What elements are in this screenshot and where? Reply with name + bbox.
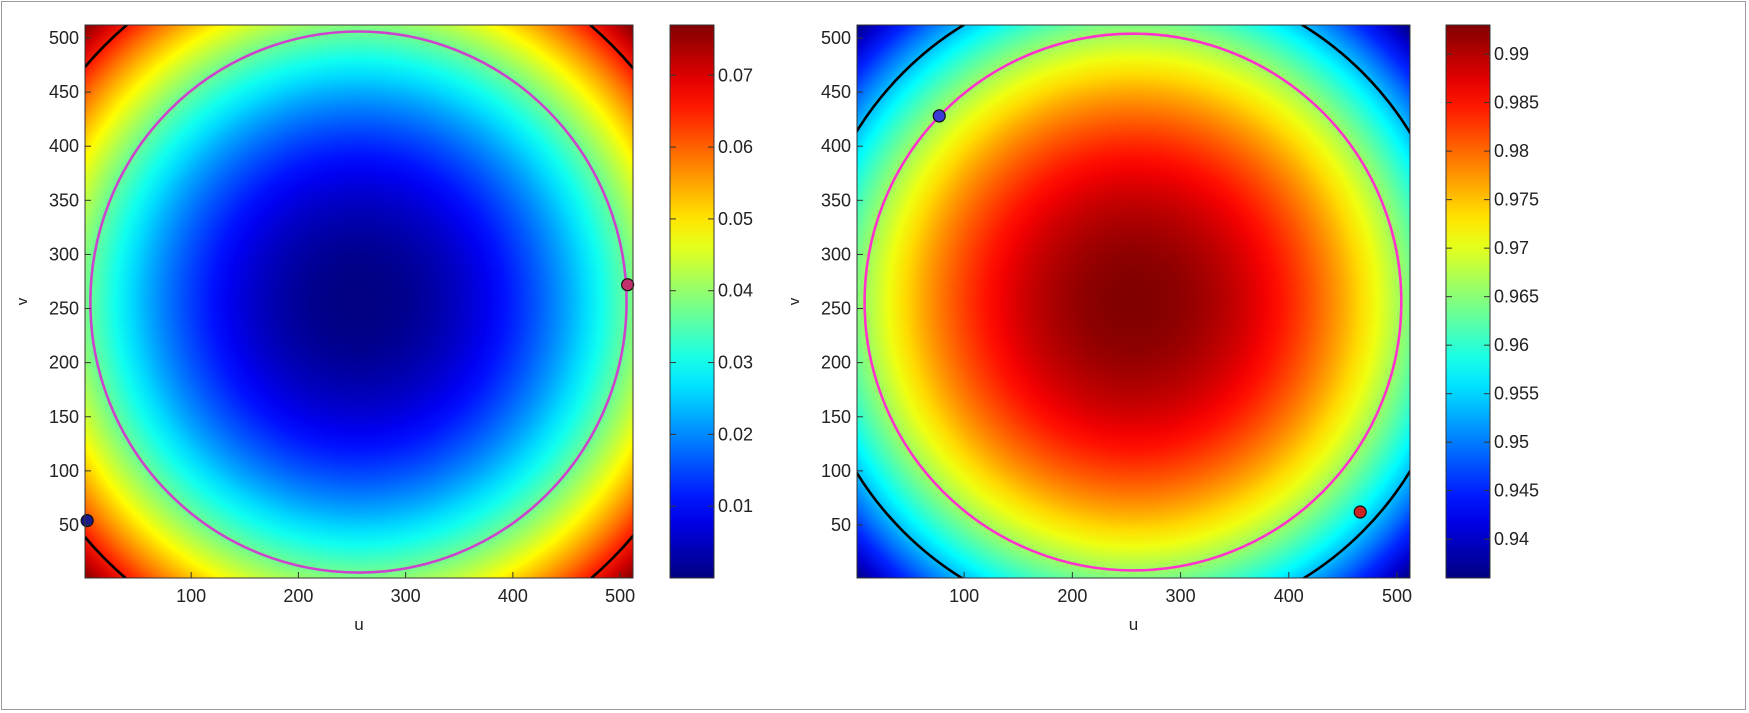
y-tick-label: 500 xyxy=(49,28,79,48)
x-tick-label: 400 xyxy=(1274,586,1304,606)
chart-panel-1: 100 200 300 400 500 50 100 150 200 250 300 350 400 45… xyxy=(14,24,753,634)
colorbar-tick-label: 0.06 xyxy=(718,137,753,157)
x-tick-label: 100 xyxy=(949,586,979,606)
plot-frame xyxy=(856,24,1411,579)
data-marker xyxy=(932,109,946,123)
colorbar xyxy=(669,24,715,579)
y-tick-label: 250 xyxy=(821,299,851,319)
y-tick-label: 100 xyxy=(49,461,79,481)
colorbar-tick-label: 0.07 xyxy=(718,65,753,85)
colorbar-tick-label: 0.99 xyxy=(1494,44,1529,64)
y-tick-label: 400 xyxy=(49,136,79,156)
x-tick-label: 500 xyxy=(605,586,635,606)
x-tick-label: 200 xyxy=(1057,586,1087,606)
colorbar-tick-label: 0.02 xyxy=(718,424,753,444)
heatmap-field xyxy=(857,25,1410,578)
y-tick-label: 50 xyxy=(831,515,851,535)
colorbar-tick-label: 0.03 xyxy=(718,353,753,373)
y-tick-label: 450 xyxy=(821,82,851,102)
colorbar-tick-label: 0.955 xyxy=(1494,384,1539,404)
colorbar-tick-label: 0.98 xyxy=(1494,141,1529,161)
y-tick-label: 500 xyxy=(821,28,851,48)
y-tick-label: 150 xyxy=(49,407,79,427)
contour-line xyxy=(863,32,1403,572)
colorbar xyxy=(1445,24,1491,579)
y-tick-label: 150 xyxy=(821,407,851,427)
y-tick-label: 400 xyxy=(821,136,851,156)
y-tick-label: 300 xyxy=(821,244,851,264)
y-axis-label: v xyxy=(14,297,31,305)
heatmap-field xyxy=(85,25,633,578)
contour-line xyxy=(89,30,628,574)
data-marker xyxy=(621,278,635,292)
colorbar-tick-label: 0.945 xyxy=(1494,481,1539,501)
y-tick-label: 350 xyxy=(49,190,79,210)
x-tick-label: 300 xyxy=(1166,586,1196,606)
x-axis-label: u xyxy=(1129,615,1138,634)
colorbar-tick-label: 0.97 xyxy=(1494,238,1529,258)
x-tick-label: 200 xyxy=(283,586,313,606)
x-tick-label: 500 xyxy=(1382,586,1412,606)
colorbar-tick-label: 0.95 xyxy=(1494,432,1529,452)
y-tick-label: 200 xyxy=(49,353,79,373)
colorbar-tick-label: 0.965 xyxy=(1494,287,1539,307)
colorbar-tick-label: 0.01 xyxy=(718,496,753,516)
y-tick-label: 450 xyxy=(49,82,79,102)
data-marker xyxy=(1353,505,1367,519)
colorbar-tick-label: 0.975 xyxy=(1494,190,1539,210)
y-tick-label: 200 xyxy=(821,353,851,373)
colorbar-tick-label: 0.04 xyxy=(718,281,753,301)
x-axis-label: u xyxy=(354,615,363,634)
colorbar-tick-label: 0.05 xyxy=(718,209,753,229)
y-tick-label: 350 xyxy=(821,190,851,210)
colorbar-tick-label: 0.985 xyxy=(1494,93,1539,113)
y-tick-label: 50 xyxy=(59,515,79,535)
y-tick-label: 100 xyxy=(821,461,851,481)
plot-area xyxy=(857,25,1410,578)
chart-panel-2: 100 200 300 400 500 50 100 150 200 250 300 350 400 45… xyxy=(786,24,1539,634)
x-tick-label: 400 xyxy=(498,586,528,606)
plot-area xyxy=(85,25,633,578)
y-axis-label: v xyxy=(786,297,803,305)
y-tick-label: 300 xyxy=(49,244,79,264)
x-tick-label: 300 xyxy=(391,586,421,606)
y-tick-label: 250 xyxy=(49,299,79,319)
colorbar-tick-label: 0.94 xyxy=(1494,529,1529,549)
x-tick-label: 100 xyxy=(176,586,206,606)
plot-frame xyxy=(84,24,634,579)
colorbar-tick-label: 0.96 xyxy=(1494,335,1529,355)
data-marker xyxy=(80,514,94,528)
